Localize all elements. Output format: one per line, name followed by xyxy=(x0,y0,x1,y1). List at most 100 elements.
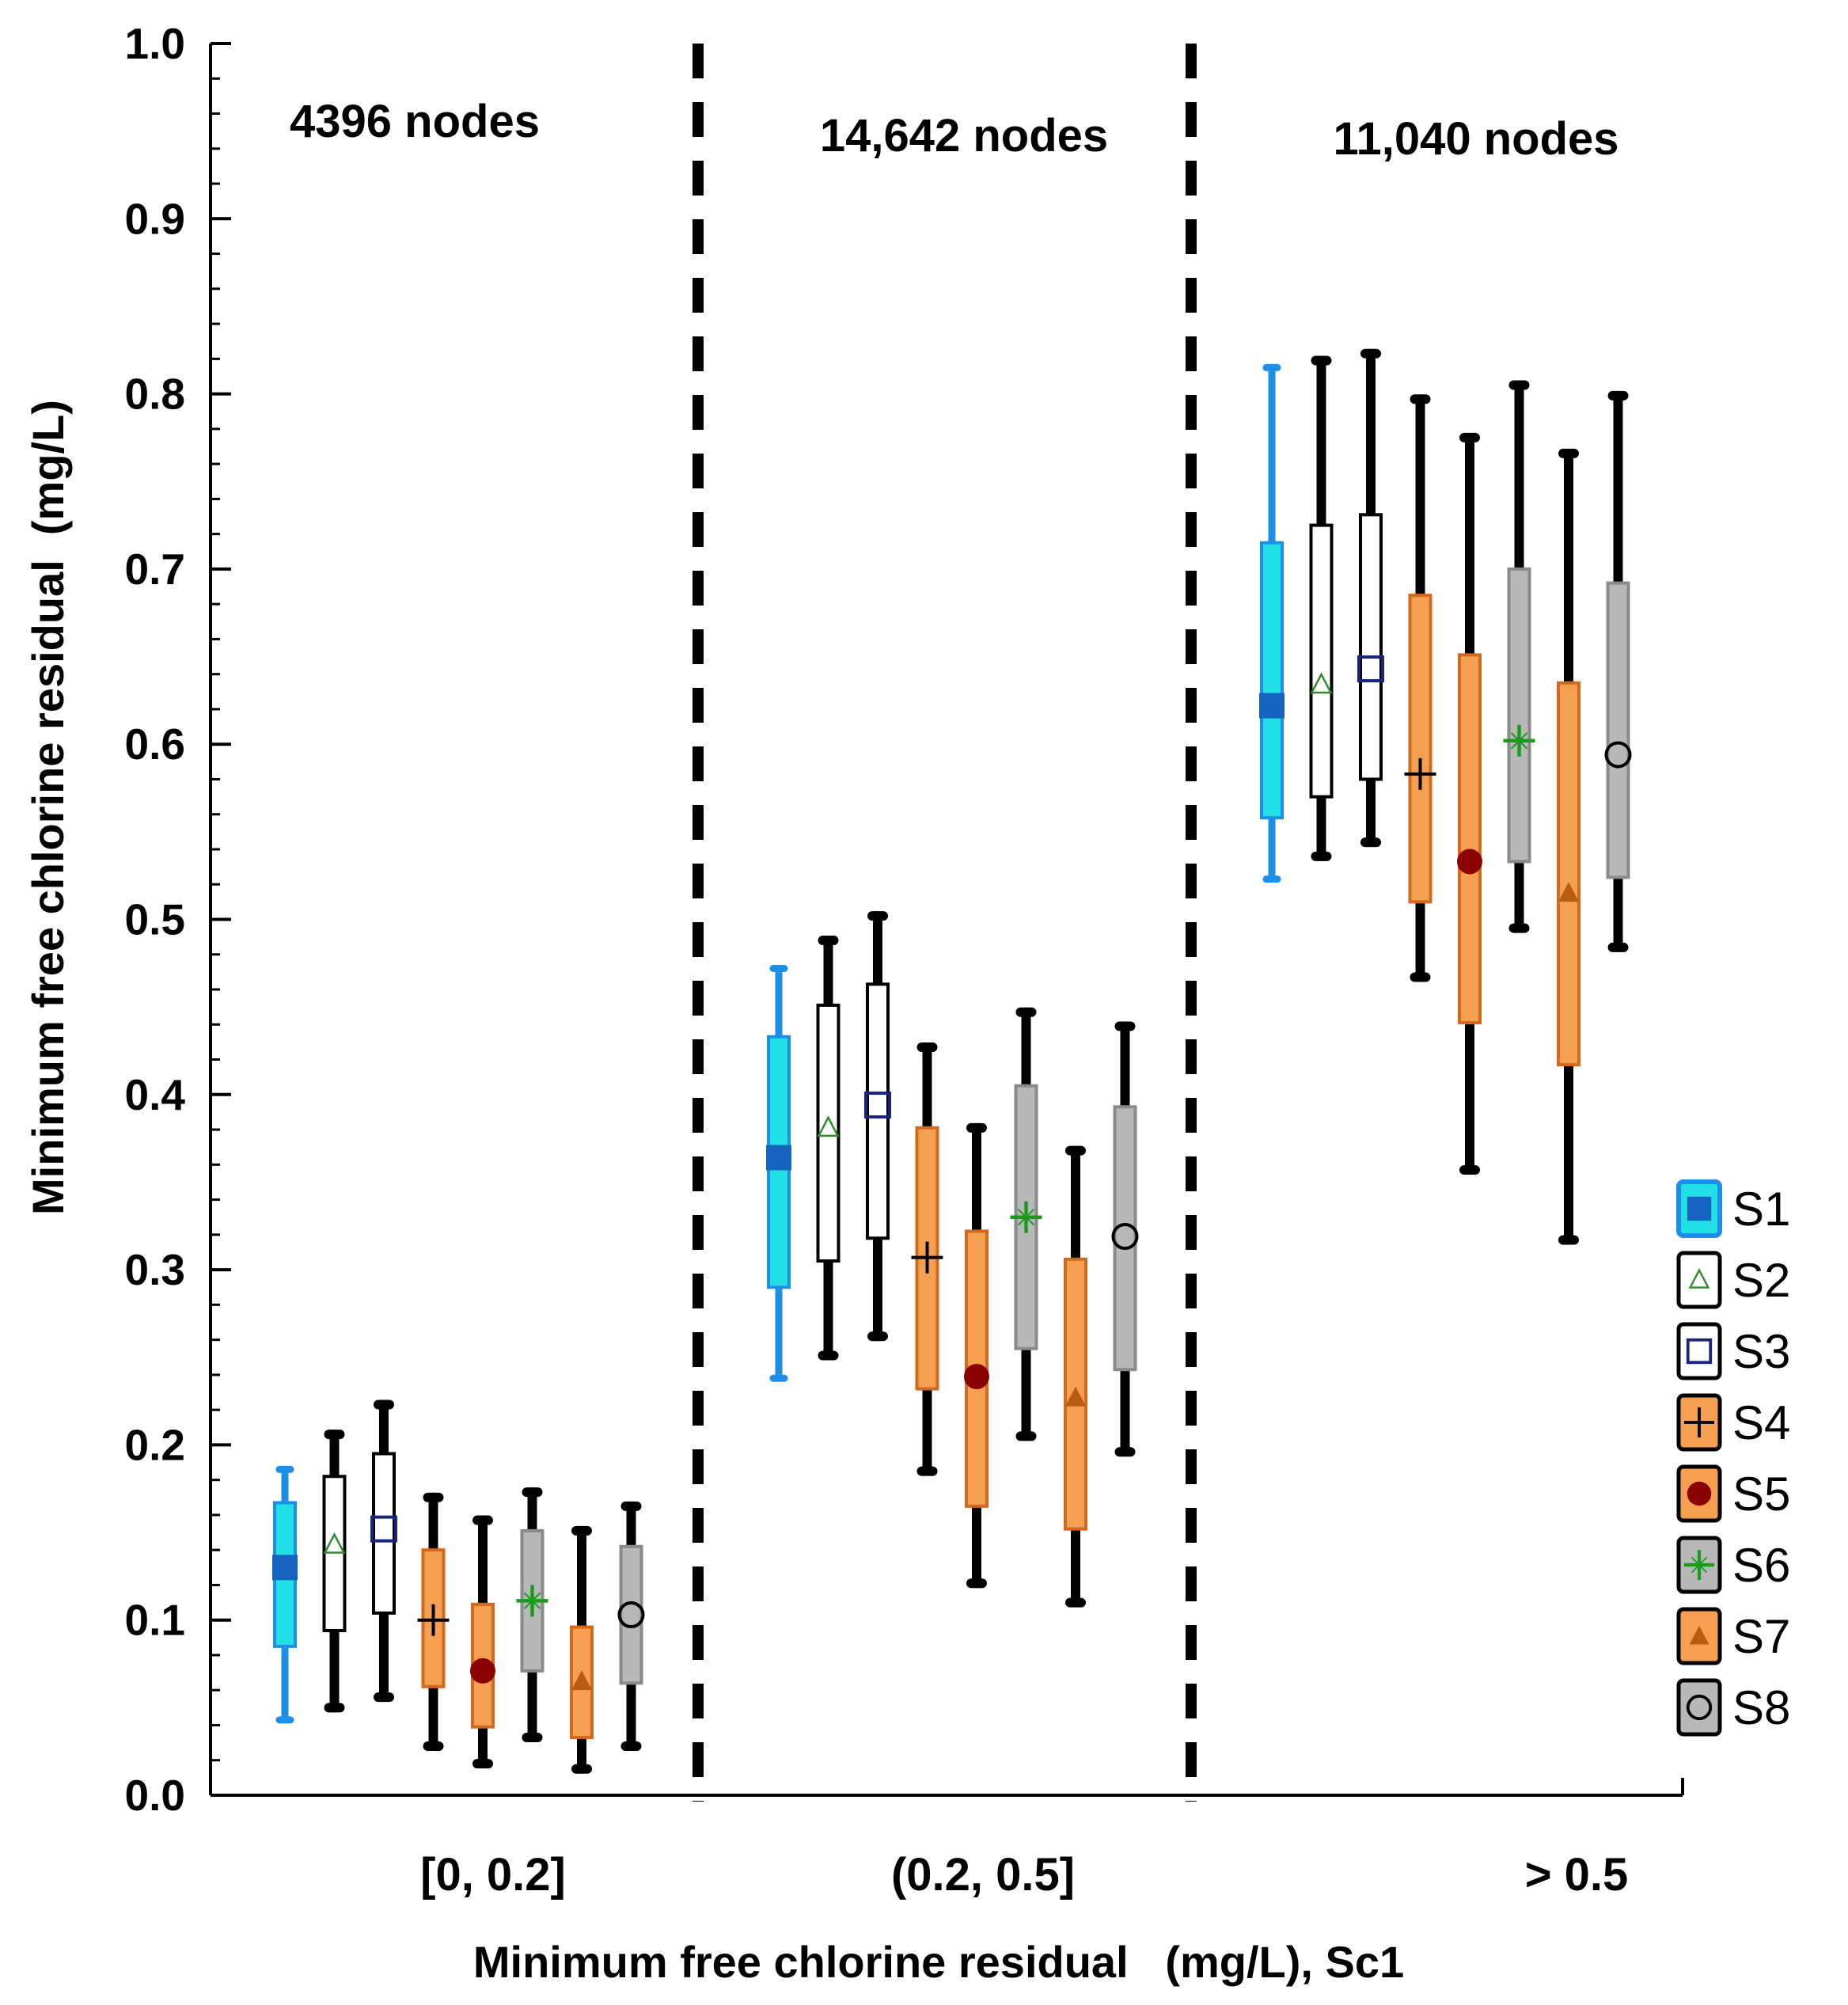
marker-star-d2 xyxy=(1691,1556,1708,1574)
marker-open-triangle xyxy=(323,1532,346,1554)
legend-item-S3: S3 xyxy=(1676,1322,1790,1380)
box-iqr xyxy=(1507,567,1531,864)
marker-open-circle xyxy=(1686,1694,1713,1721)
marker-filled-triangle xyxy=(1558,882,1579,902)
marker-open-square xyxy=(1686,1338,1713,1365)
group-separators xyxy=(693,44,1197,1802)
y-tick-label: 0.9 xyxy=(125,194,185,243)
box-iqr xyxy=(1557,681,1580,1067)
marker-star-d2 xyxy=(1017,1209,1035,1226)
box-S4-group-2 xyxy=(911,1042,943,1476)
box-S2-group-2 xyxy=(816,936,841,1361)
box-iqr xyxy=(619,1544,643,1685)
marker-open-circle xyxy=(617,1601,645,1629)
x-tick-label: (0.2, 0.5] xyxy=(891,1849,1075,1901)
marker-filled-circle xyxy=(964,1364,989,1390)
marker-open-circle xyxy=(1111,1223,1139,1251)
box-iqr xyxy=(1309,523,1334,799)
marker-filled-triangle xyxy=(571,1670,592,1691)
y-tick-label: 0.3 xyxy=(125,1245,185,1294)
legend-label: S5 xyxy=(1732,1468,1790,1521)
marker-open-triangle xyxy=(817,1115,840,1137)
y-tick-label: 0.8 xyxy=(125,370,185,419)
box-S7-group-3 xyxy=(1557,448,1580,1245)
marker-open-square xyxy=(1357,655,1384,683)
legend-label: S2 xyxy=(1732,1254,1790,1307)
box-iqr xyxy=(1260,541,1284,820)
y-tick-label: 0.5 xyxy=(125,895,185,944)
legend-item-S7: S7 xyxy=(1676,1607,1790,1665)
marker-filled-triangle xyxy=(1065,1386,1086,1407)
y-axis-title: Minimum free chlorine residual (mg/L) xyxy=(23,400,73,1215)
group-annotation: 4396 nodes xyxy=(290,96,540,147)
marker-filled-circle xyxy=(1457,849,1482,875)
legend-item-S4: S4 xyxy=(1676,1393,1790,1452)
marker-star-d2 xyxy=(1510,732,1528,750)
box-S4-group-3 xyxy=(1404,394,1436,982)
marker-star-d2 xyxy=(523,1592,541,1610)
legend-label: S3 xyxy=(1732,1325,1790,1378)
marker-open-triangle xyxy=(1688,1268,1710,1289)
x-tick-label: [0, 0.2] xyxy=(420,1849,566,1901)
group-annotation: 14,642 nodes xyxy=(820,110,1108,161)
group-annotation: 11,040 nodes xyxy=(1333,113,1618,165)
legend-item-S2: S2 xyxy=(1676,1251,1790,1309)
box-iqr xyxy=(1113,1105,1137,1372)
box-S4-group-1 xyxy=(417,1492,450,1752)
y-tick-label: 1.0 xyxy=(125,19,185,68)
group-annotations: 4396 nodes [0, 0.2] 14,642 nodes (0.2, 0.5]… xyxy=(290,96,1628,1901)
box-iqr xyxy=(866,982,890,1240)
box-iqr xyxy=(570,1625,594,1739)
marker-filled-square xyxy=(272,1555,298,1581)
box-iqr xyxy=(816,1003,841,1263)
box-S6-group-3 xyxy=(1503,380,1535,933)
marker-filled-circle xyxy=(470,1658,495,1684)
box-S2-group-3 xyxy=(1309,355,1334,861)
box-S7-group-2 xyxy=(1064,1145,1087,1608)
box-S8-group-3 xyxy=(1604,390,1632,952)
box-S5-group-3 xyxy=(1457,432,1482,1175)
legend-item-S1: S1 xyxy=(1676,1179,1790,1238)
box-S3-group-1 xyxy=(370,1399,397,1703)
legend-label: S7 xyxy=(1732,1610,1790,1663)
marker-filled-triangle xyxy=(1689,1625,1709,1645)
marker-filled-square xyxy=(1687,1196,1712,1221)
legend-swatch xyxy=(1676,1251,1722,1309)
box-S5-group-1 xyxy=(470,1515,495,1769)
box-S6-group-2 xyxy=(1010,1007,1042,1441)
box-S1-group-3 xyxy=(1259,363,1284,883)
box-series xyxy=(272,348,1632,1774)
box-iqr xyxy=(1408,594,1432,904)
box-iqr xyxy=(1606,581,1630,879)
marker-open-square xyxy=(370,1515,397,1543)
legend-item-S6: S6 xyxy=(1676,1536,1790,1594)
legend-item-S8: S8 xyxy=(1676,1678,1790,1737)
box-iqr xyxy=(1458,653,1482,1025)
box-S8-group-1 xyxy=(617,1501,645,1752)
legend: S1 S2 S3 S4 S5 S6 S7 S8 xyxy=(1676,1179,1790,1737)
legend-label: S4 xyxy=(1732,1396,1790,1449)
box-S7-group-1 xyxy=(570,1525,594,1774)
box-S8-group-2 xyxy=(1111,1021,1139,1457)
legend-label: S6 xyxy=(1732,1539,1790,1592)
box-iqr xyxy=(1359,513,1383,781)
marker-open-square xyxy=(864,1092,891,1119)
x-tick-label: > 0.5 xyxy=(1525,1849,1629,1901)
box-S3-group-2 xyxy=(864,911,891,1342)
box-S1-group-1 xyxy=(272,1465,298,1724)
y-tick-label: 0.1 xyxy=(125,1596,185,1645)
legend-swatch xyxy=(1676,1322,1722,1380)
box-S5-group-2 xyxy=(964,1122,989,1589)
y-tick-label: 0.7 xyxy=(125,545,185,594)
legend-label: S1 xyxy=(1732,1183,1790,1236)
box-S2-group-1 xyxy=(322,1430,347,1713)
marker-open-circle xyxy=(1604,741,1632,769)
y-tick-label: 0.6 xyxy=(125,720,185,769)
y-tick-label: 0.4 xyxy=(125,1070,186,1119)
marker-filled-square xyxy=(1259,693,1284,719)
y-tick-label: 0.0 xyxy=(125,1771,185,1820)
axes: 0.0 0.1 0.2 0.3 0.4 0.5 0.6 0.7 0.8 0.9 1.0 xyxy=(125,19,1684,1820)
box-iqr xyxy=(372,1452,396,1615)
